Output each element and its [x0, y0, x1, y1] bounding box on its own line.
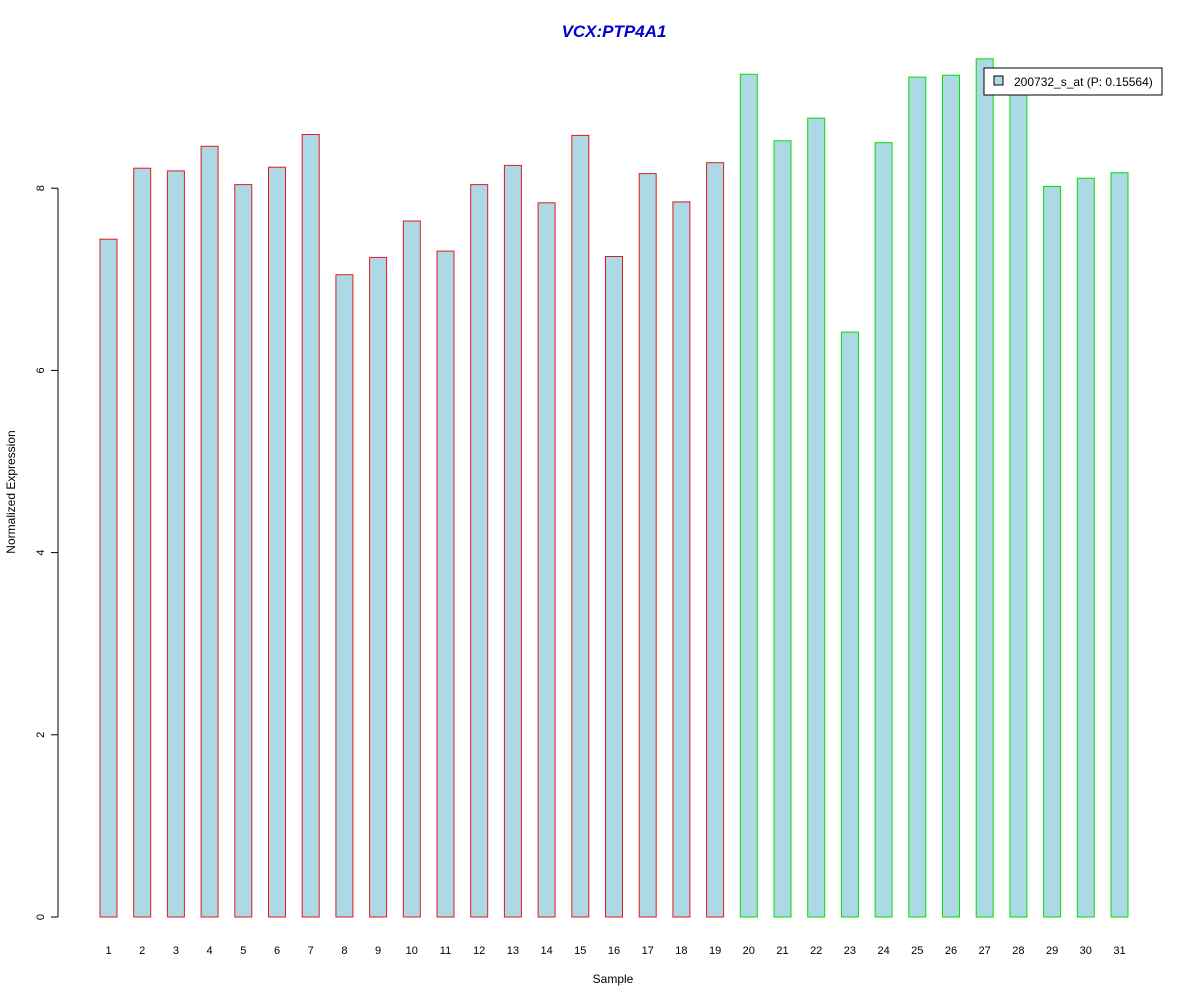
bars-group: [99, 58, 1129, 918]
chart-title: VCX:PTP4A1: [562, 22, 667, 41]
bar-sample-21: [773, 140, 792, 918]
y-axis: 0 2 4 6 8: [35, 185, 59, 920]
bar-sample-7: [301, 134, 320, 918]
bar-sample-28: [1009, 90, 1028, 918]
bar-sample-23: [840, 331, 859, 918]
bar-sample-2: [133, 167, 152, 918]
x-tick-label: 27: [979, 945, 991, 957]
x-tick-label: 11: [440, 945, 451, 957]
bar-sample-22: [807, 117, 826, 918]
x-tick-label: 6: [274, 945, 280, 957]
bar-sample-10: [402, 220, 421, 918]
x-tick-label: 8: [341, 945, 347, 957]
x-tick-label: 15: [574, 945, 586, 957]
bar-sample-25: [908, 76, 927, 918]
bar-sample-3: [166, 170, 185, 918]
bar-sample-9: [369, 256, 388, 918]
bar-sample-19: [706, 162, 725, 918]
x-tick-label: 24: [877, 945, 889, 957]
x-tick-label: 3: [173, 945, 179, 957]
legend-label: 200732_s_at (P: 0.15564): [1014, 75, 1153, 89]
bar-sample-31: [1110, 172, 1129, 918]
x-tick-label: 26: [945, 945, 957, 957]
x-tick-label: 25: [911, 945, 923, 957]
x-tick-labels: 1 2 3 4 5 6 7 8 9 10 11 12 13 14 15 16 17 18 19 20 21 22 23 24 2…: [105, 945, 1125, 957]
y-axis-label: Normalized Expression: [4, 430, 18, 553]
x-tick-label: 22: [810, 945, 822, 957]
bar-sample-29: [1043, 185, 1062, 918]
y-tick-label: 4: [35, 550, 47, 556]
bar-sample-12: [470, 184, 489, 918]
bar-sample-14: [537, 202, 556, 918]
legend-swatch: [993, 75, 1004, 86]
x-tick-label: 7: [308, 945, 314, 957]
legend-box: [983, 67, 1163, 96]
x-tick-label: 31: [1113, 945, 1125, 957]
y-tick-label: 8: [35, 185, 47, 191]
x-tick-label: 28: [1012, 945, 1024, 957]
bar-sample-26: [942, 74, 960, 918]
x-tick-label: 5: [240, 945, 246, 957]
bar-sample-11: [436, 250, 455, 918]
bar-sample-4: [200, 145, 219, 918]
bar-sample-18: [672, 201, 691, 918]
bar-sample-15: [571, 134, 590, 918]
bar-sample-6: [268, 166, 286, 918]
x-tick-label: 16: [608, 945, 620, 957]
x-tick-label: 21: [776, 945, 788, 957]
bar-sample-20: [739, 73, 758, 918]
x-tick-label: 23: [844, 945, 856, 957]
bar-sample-5: [234, 184, 253, 918]
x-tick-label: 14: [540, 945, 552, 957]
bar-sample-27: [975, 58, 994, 918]
x-tick-label: 19: [709, 945, 721, 957]
x-tick-label: 30: [1080, 945, 1092, 957]
x-tick-label: 17: [642, 945, 654, 957]
y-tick-label: 2: [35, 732, 47, 738]
x-axis-label: Sample: [593, 972, 634, 986]
bar-sample-24: [874, 142, 893, 918]
x-tick-label: 4: [207, 945, 213, 957]
x-tick-label: 29: [1046, 945, 1058, 957]
x-tick-label: 9: [375, 945, 381, 957]
x-tick-label: 1: [105, 945, 111, 957]
bar-sample-13: [503, 164, 522, 918]
bar-sample-30: [1076, 177, 1095, 918]
y-tick-label: 6: [35, 367, 47, 373]
x-tick-label: 2: [139, 945, 145, 957]
bar-sample-17: [638, 173, 657, 918]
x-tick-label: 10: [406, 945, 418, 957]
x-tick-label: 18: [675, 945, 687, 957]
bar-sample-8: [335, 274, 354, 918]
bar-sample-16: [605, 256, 623, 918]
legend: 200732_s_at (P: 0.15564): [983, 67, 1163, 96]
x-tick-label: 12: [473, 945, 485, 957]
x-tick-label: 20: [743, 945, 755, 957]
x-tick-label: 13: [507, 945, 519, 957]
y-tick-label: 0: [35, 914, 47, 920]
bar-sample-1: [99, 238, 118, 918]
